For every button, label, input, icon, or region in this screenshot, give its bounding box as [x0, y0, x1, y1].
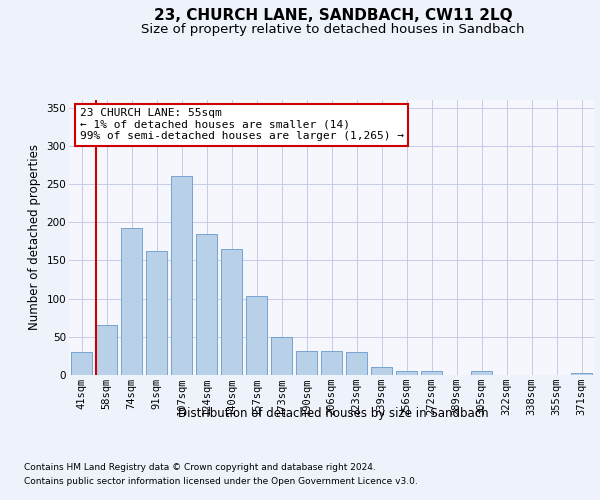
- Bar: [571, 372, 592, 375]
- Bar: [221, 249, 242, 375]
- Bar: [396, 371, 417, 375]
- Bar: [71, 352, 92, 375]
- Bar: [296, 350, 317, 375]
- Text: 23 CHURCH LANE: 55sqm
← 1% of detached houses are smaller (14)
99% of semi-detac: 23 CHURCH LANE: 55sqm ← 1% of detached h…: [79, 108, 404, 142]
- Text: Size of property relative to detached houses in Sandbach: Size of property relative to detached ho…: [141, 22, 525, 36]
- Bar: [196, 234, 217, 375]
- Bar: [471, 371, 492, 375]
- Text: Distribution of detached houses by size in Sandbach: Distribution of detached houses by size …: [178, 408, 488, 420]
- Bar: [96, 326, 117, 375]
- Bar: [246, 296, 267, 375]
- Y-axis label: Number of detached properties: Number of detached properties: [28, 144, 41, 330]
- Bar: [271, 337, 292, 375]
- Bar: [321, 350, 342, 375]
- Bar: [171, 176, 192, 375]
- Bar: [371, 368, 392, 375]
- Bar: [121, 228, 142, 375]
- Text: Contains HM Land Registry data © Crown copyright and database right 2024.: Contains HM Land Registry data © Crown c…: [24, 462, 376, 471]
- Text: 23, CHURCH LANE, SANDBACH, CW11 2LQ: 23, CHURCH LANE, SANDBACH, CW11 2LQ: [154, 8, 512, 22]
- Bar: [421, 371, 442, 375]
- Bar: [346, 352, 367, 375]
- Bar: [146, 251, 167, 375]
- Text: Contains public sector information licensed under the Open Government Licence v3: Contains public sector information licen…: [24, 478, 418, 486]
